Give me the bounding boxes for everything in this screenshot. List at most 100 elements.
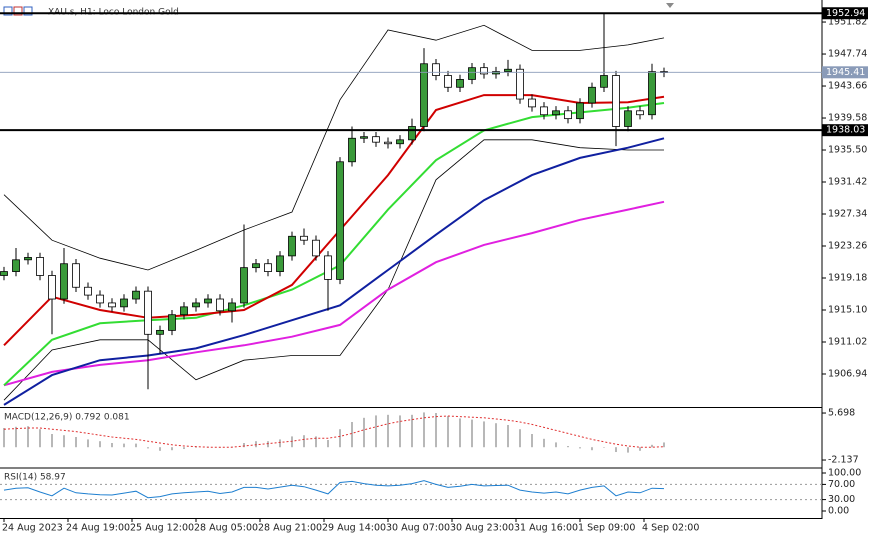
macd-bar <box>519 429 521 448</box>
x-tick-label: 31 Aug 16:00 <box>514 523 578 534</box>
macd-bar <box>663 442 665 448</box>
macd-bar <box>111 443 113 448</box>
macd-bar <box>447 416 449 448</box>
x-tick-label: 28 Aug 21:00 <box>258 523 322 534</box>
candle-body <box>144 290 152 335</box>
macd-bar <box>123 443 125 448</box>
macd-bar <box>315 436 317 448</box>
y-tick-label: 1919.18 <box>828 272 867 283</box>
macd-bar <box>27 426 29 448</box>
candle-body <box>432 63 440 76</box>
shift-marker <box>666 3 674 8</box>
candle-body <box>24 257 32 261</box>
candle-body <box>180 306 188 316</box>
indicator-line <box>3 200 665 387</box>
candle-body <box>276 255 284 272</box>
y-tick-label: 1943.66 <box>828 81 867 92</box>
candle-body <box>564 110 572 120</box>
panel-title: RSI(14) 58.97 <box>4 473 66 483</box>
candle-body <box>240 267 248 304</box>
x-tick-label: 4 Sep 02:00 <box>642 523 699 534</box>
x-tick-label: 28 Aug 05:00 <box>194 523 258 534</box>
x-tick-label: 24 Aug 2023 <box>2 523 63 534</box>
macd-bar <box>3 428 5 448</box>
candle-body <box>156 329 164 335</box>
y-tick-label: 100.00 <box>828 467 861 478</box>
y-tick-label: 1939.58 <box>828 113 867 124</box>
macd-bar <box>579 447 581 449</box>
candle-body <box>324 255 332 280</box>
candle-body <box>504 68 512 72</box>
macd-bar <box>591 447 593 451</box>
candle-body <box>396 139 404 145</box>
candle-body <box>552 110 560 116</box>
macd-bar <box>531 434 533 448</box>
y-tick-label: 1951.82 <box>828 17 867 28</box>
macd-bar <box>39 429 41 448</box>
macd-bar <box>387 414 389 448</box>
macd-bar <box>303 435 305 448</box>
macd-bar <box>399 415 401 448</box>
candle-body <box>288 235 296 257</box>
candle-body <box>312 239 320 257</box>
macd-bar <box>351 422 353 448</box>
macd-bar <box>471 419 473 448</box>
candle-body <box>540 106 548 116</box>
candle-body <box>468 67 476 80</box>
macd-bar <box>543 438 545 448</box>
candle-body <box>576 102 584 120</box>
candle-body <box>12 259 20 272</box>
candle-body <box>600 75 608 88</box>
candle-body <box>480 67 488 75</box>
macd-bar <box>495 423 497 448</box>
y-tick-label: 1927.34 <box>828 209 867 220</box>
macd-bar <box>567 446 569 448</box>
macd-bar <box>279 439 281 448</box>
candle-body <box>384 141 392 145</box>
macd-bar <box>627 447 629 453</box>
macd-bar <box>183 447 185 450</box>
macd-bar <box>195 447 197 448</box>
price-level-label: 1952.94 <box>826 8 865 19</box>
price-level-label: 1945.41 <box>826 67 865 78</box>
candle-body <box>132 290 140 300</box>
macd-bar <box>507 425 509 448</box>
price-level-label-bg <box>822 7 868 20</box>
y-tick-label: 70.00 <box>828 479 855 490</box>
candle-body <box>108 302 116 308</box>
macd-bar <box>99 441 101 448</box>
candle-body <box>60 263 68 300</box>
y-tick-label: 1915.10 <box>828 304 867 315</box>
candle-body <box>300 235 308 241</box>
y-tick-label: 1935.50 <box>828 145 867 156</box>
macd-bar <box>435 413 437 448</box>
candle-body <box>216 298 224 312</box>
macd-bar <box>159 447 161 451</box>
indicator-line <box>3 137 665 406</box>
y-tick-label: 1923.26 <box>828 241 867 252</box>
candle-body <box>252 263 260 269</box>
macd-bar <box>339 429 341 448</box>
macd-bar <box>615 447 617 453</box>
candle-body <box>84 286 92 296</box>
y-tick-label: 0.00 <box>828 506 849 517</box>
y-tick-label: 5.698 <box>828 408 855 419</box>
candle-body <box>408 126 416 141</box>
candle-body <box>168 314 176 331</box>
macd-bar <box>291 436 293 448</box>
rsi-line <box>3 480 665 499</box>
candle-body <box>48 275 56 300</box>
y-tick-label: -2.137 <box>828 455 859 466</box>
candle-body <box>528 98 536 108</box>
macd-bar <box>327 440 329 448</box>
candle-body <box>36 257 44 276</box>
macd-bar <box>63 435 65 448</box>
candle-body <box>636 110 644 116</box>
macd-bar <box>171 447 173 451</box>
candle-body <box>120 298 128 308</box>
macd-bar <box>555 442 557 448</box>
candle-body <box>192 302 200 308</box>
macd-bar <box>483 421 485 448</box>
macd-bar <box>651 444 653 448</box>
